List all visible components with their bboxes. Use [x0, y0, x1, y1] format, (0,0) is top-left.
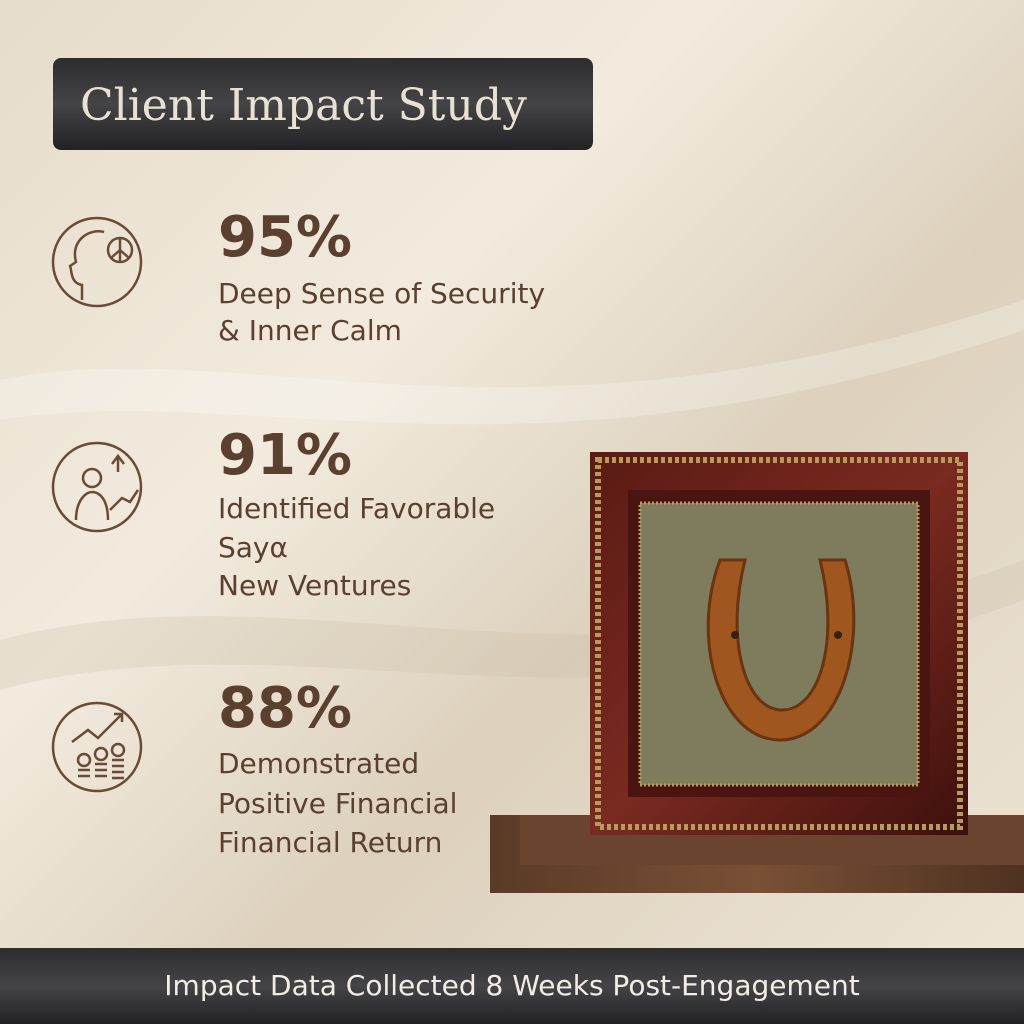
title: Client Impact Study: [80, 80, 527, 131]
icon-growth: [51, 441, 143, 533]
title-plate: [53, 58, 593, 150]
stat-label: Sayα: [218, 531, 288, 564]
icon-mind: [51, 216, 143, 308]
icon-finance: [51, 701, 143, 793]
stat-label: Deep Sense of Security: [218, 277, 545, 310]
product-image: [490, 452, 1024, 893]
stat-label: Positive Financial: [218, 787, 457, 820]
stat-value: 91%: [218, 423, 352, 488]
footer-bar: [0, 948, 1024, 1024]
stat-label: Financial Return: [218, 826, 442, 859]
stat-label: & Inner Calm: [218, 314, 402, 347]
stat-label: Identified Favorable: [218, 492, 495, 525]
stat-value: 95%: [218, 205, 352, 270]
stat-value: 88%: [218, 676, 352, 741]
footer-text: Impact Data Collected 8 Weeks Post-Engag…: [164, 969, 859, 1002]
satin-fold: [0, 300, 1024, 425]
stat-label: Demonstrated: [218, 747, 419, 780]
stat-label: New Ventures: [218, 569, 411, 602]
